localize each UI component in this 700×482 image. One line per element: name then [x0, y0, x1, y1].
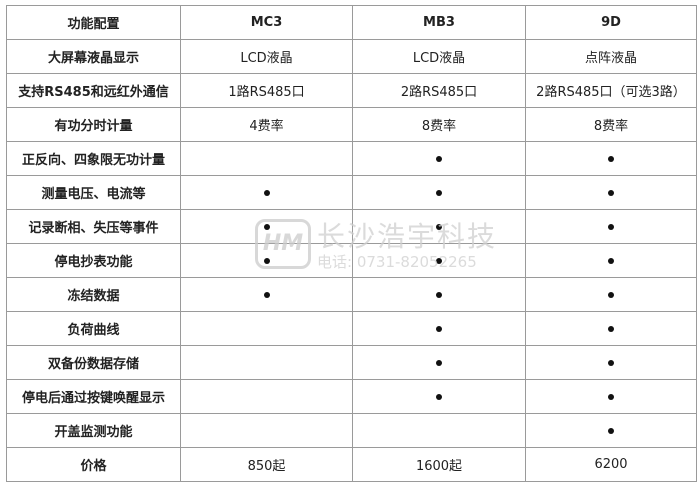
- supported-dot-icon: [436, 224, 442, 230]
- supported-dot-icon: [436, 258, 442, 264]
- support-cell: [352, 277, 526, 312]
- support-cell: [525, 413, 697, 448]
- table-row: 价格 850起 1600起 6200: [6, 447, 697, 482]
- supported-dot-icon: [608, 292, 614, 298]
- support-cell: [180, 175, 353, 210]
- supported-dot-icon: [263, 258, 270, 264]
- support-cell: [352, 413, 526, 448]
- table-header-row: 功能配置 MC3 MB3 9D: [6, 5, 697, 40]
- table-row: 停电后通过按键唤醒显示: [6, 379, 697, 414]
- header-cell: MC3: [180, 5, 353, 40]
- support-cell: [180, 277, 353, 312]
- support-cell: [180, 379, 353, 414]
- support-cell: [525, 209, 697, 244]
- supported-dot-icon: [436, 156, 442, 162]
- feature-comparison-table: 功能配置 MC3 MB3 9D 大屏幕液晶显示 LCD液晶 LCD液晶 点阵液晶 支持R…: [6, 5, 697, 482]
- support-cell: [180, 243, 353, 278]
- support-cell: [525, 141, 697, 176]
- value-cell: 2路RS485口: [352, 73, 526, 108]
- value-cell: 6200: [525, 447, 697, 482]
- table-row: 冻结数据: [6, 277, 697, 312]
- support-cell: [525, 379, 697, 414]
- supported-dot-icon: [608, 360, 614, 366]
- supported-dot-icon: [263, 190, 270, 196]
- support-cell: [352, 379, 526, 414]
- supported-dot-icon: [608, 428, 614, 434]
- supported-dot-icon: [608, 190, 614, 196]
- table-row: 正反向、四象限无功计量: [6, 141, 697, 176]
- value-cell: 1600起: [352, 447, 526, 482]
- value-cell: 4费率: [180, 107, 353, 142]
- support-cell: [352, 175, 526, 210]
- feature-cell: 冻结数据: [6, 277, 181, 312]
- support-cell: [352, 209, 526, 244]
- value-cell: LCD液晶: [352, 39, 526, 74]
- supported-dot-icon: [608, 326, 614, 332]
- support-cell: [352, 311, 526, 346]
- feature-cell: 价格: [6, 447, 181, 482]
- header-cell: 功能配置: [6, 5, 181, 40]
- feature-cell: 停电抄表功能: [6, 243, 181, 278]
- supported-dot-icon: [263, 224, 270, 230]
- support-cell: [352, 141, 526, 176]
- feature-cell: 停电后通过按键唤醒显示: [6, 379, 181, 414]
- supported-dot-icon: [608, 394, 614, 400]
- feature-cell: 开盖监测功能: [6, 413, 181, 448]
- supported-dot-icon: [608, 224, 614, 230]
- feature-cell: 测量电压、电流等: [6, 175, 181, 210]
- header-cell: 9D: [525, 5, 697, 40]
- table-row: 记录断相、失压等事件: [6, 209, 697, 244]
- table-row: 负荷曲线: [6, 311, 697, 346]
- support-cell: [525, 311, 697, 346]
- table-row: 停电抄表功能: [6, 243, 697, 278]
- table-row: 支持RS485和远红外通信 1路RS485口 2路RS485口 2路RS485口（可选…: [6, 73, 697, 108]
- feature-cell: 有功分时计量: [6, 107, 181, 142]
- feature-cell: 双备份数据存储: [6, 345, 181, 380]
- supported-dot-icon: [436, 326, 442, 332]
- supported-dot-icon: [436, 190, 442, 196]
- supported-dot-icon: [608, 156, 614, 162]
- feature-cell: 记录断相、失压等事件: [6, 209, 181, 244]
- support-cell: [180, 413, 353, 448]
- feature-cell: 正反向、四象限无功计量: [6, 141, 181, 176]
- table-row: 有功分时计量 4费率 8费率 8费率: [6, 107, 697, 142]
- supported-dot-icon: [436, 394, 442, 400]
- support-cell: [525, 277, 697, 312]
- value-cell: 850起: [180, 447, 353, 482]
- supported-dot-icon: [608, 258, 614, 264]
- value-cell: 1路RS485口: [180, 73, 353, 108]
- value-cell: 2路RS485口（可选3路）: [525, 73, 697, 108]
- feature-cell: 支持RS485和远红外通信: [6, 73, 181, 108]
- support-cell: [525, 243, 697, 278]
- table-row: 测量电压、电流等: [6, 175, 697, 210]
- support-cell: [180, 345, 353, 380]
- support-cell: [180, 209, 353, 244]
- feature-cell: 大屏幕液晶显示: [6, 39, 181, 74]
- value-cell: 点阵液晶: [525, 39, 697, 74]
- support-cell: [180, 311, 353, 346]
- support-cell: [525, 175, 697, 210]
- table-row: 双备份数据存储: [6, 345, 697, 380]
- value-cell: 8费率: [525, 107, 697, 142]
- supported-dot-icon: [436, 360, 442, 366]
- table-row: 开盖监测功能: [6, 413, 697, 448]
- support-cell: [352, 243, 526, 278]
- value-cell: LCD液晶: [180, 39, 353, 74]
- header-cell: MB3: [352, 5, 526, 40]
- table-row: 大屏幕液晶显示 LCD液晶 LCD液晶 点阵液晶: [6, 39, 697, 74]
- supported-dot-icon: [263, 292, 270, 298]
- support-cell: [352, 345, 526, 380]
- supported-dot-icon: [436, 292, 442, 298]
- value-cell: 8费率: [352, 107, 526, 142]
- support-cell: [525, 345, 697, 380]
- support-cell: [180, 141, 353, 176]
- feature-cell: 负荷曲线: [6, 311, 181, 346]
